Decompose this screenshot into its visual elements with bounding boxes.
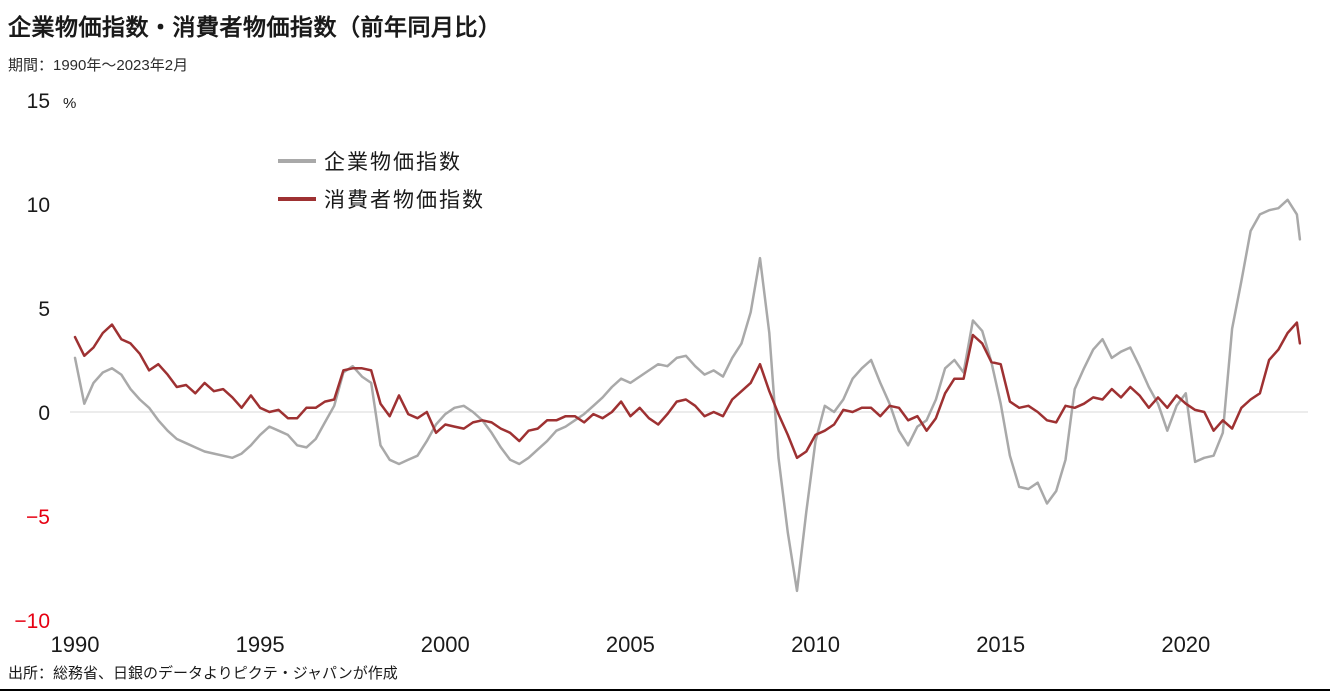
legend-item-cpi: 消費者物価指数 bbox=[278, 180, 485, 218]
legend-label-cpi: 消費者物価指数 bbox=[324, 189, 485, 212]
x-tick-label: 2020 bbox=[1161, 632, 1210, 657]
x-tick-label: 2000 bbox=[421, 632, 470, 657]
period-subtitle: 期間：1990年～2023年2月 bbox=[8, 57, 189, 74]
legend: 企業物価指数 消費者物価指数 bbox=[278, 142, 485, 218]
page-title: 企業物価指数・消費者物価指数（前年同月比） bbox=[8, 14, 502, 40]
legend-label-cgpi: 企業物価指数 bbox=[324, 151, 462, 174]
source-note: 出所：総務省、日銀のデータよりピクテ・ジャパンが作成 bbox=[8, 665, 398, 682]
cpi-series-line bbox=[73, 321, 1302, 460]
cgpi-series-line bbox=[73, 198, 1302, 593]
x-tick-label: 2005 bbox=[606, 632, 655, 657]
y-tick-label: 5 bbox=[38, 298, 50, 321]
x-tick-label: 2015 bbox=[976, 632, 1025, 657]
y-tick-label: 15 bbox=[27, 90, 50, 113]
y-tick-label: 10 bbox=[27, 194, 50, 217]
y-tick-label: −10 bbox=[14, 610, 50, 633]
legend-item-cgpi: 企業物価指数 bbox=[278, 142, 485, 180]
x-tick-label: 1990 bbox=[51, 632, 100, 657]
x-tick-label: 1995 bbox=[236, 632, 285, 657]
y-axis-unit-label: % bbox=[63, 95, 77, 112]
y-tick-label: 0 bbox=[38, 402, 50, 425]
bottom-divider bbox=[0, 689, 1330, 691]
cgpi-line-swatch bbox=[278, 159, 316, 163]
x-tick-label: 2010 bbox=[791, 632, 840, 657]
cpi-line-swatch bbox=[278, 197, 316, 201]
y-tick-label: −5 bbox=[26, 506, 50, 529]
